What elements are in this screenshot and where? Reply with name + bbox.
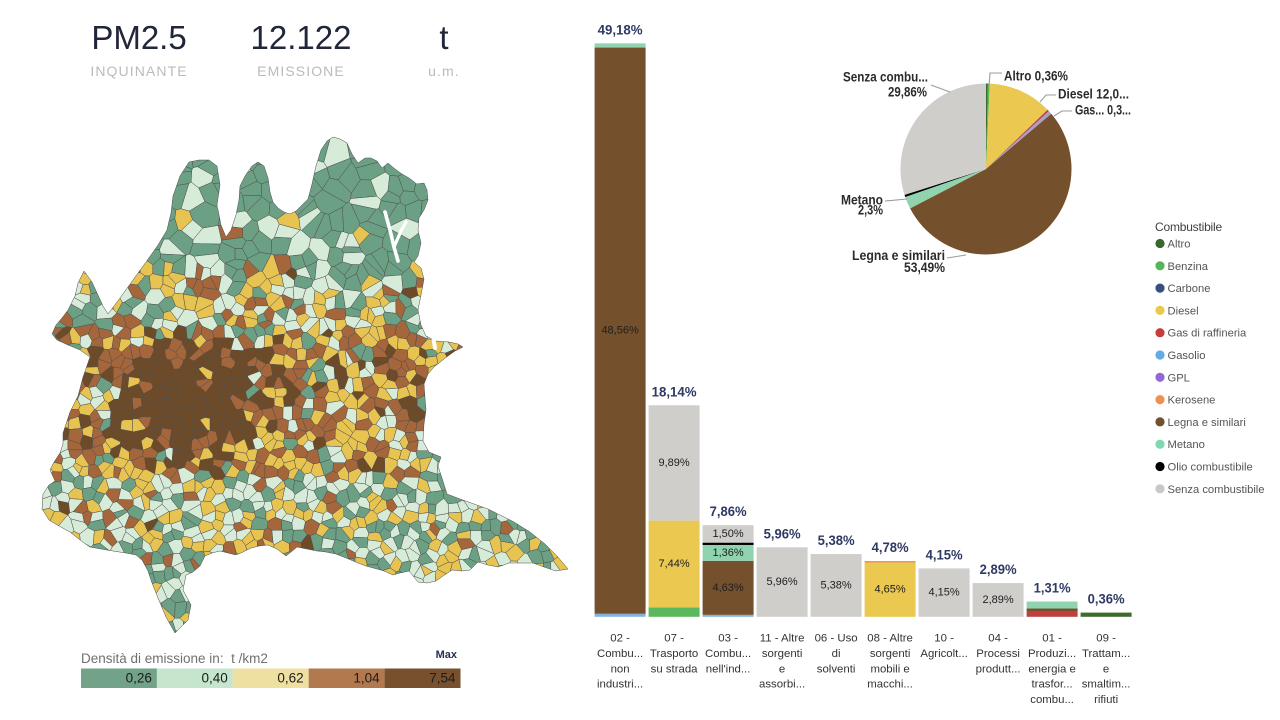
svg-text:t: t	[439, 19, 448, 56]
svg-text:u.m.: u.m.	[428, 63, 460, 79]
svg-text:Max: Max	[436, 649, 458, 661]
svg-text:7,54: 7,54	[429, 671, 456, 686]
svg-text:combu...: combu...	[1030, 694, 1074, 706]
svg-text:sorgenti: sorgenti	[870, 648, 911, 660]
svg-text:04 -: 04 -	[988, 633, 1008, 645]
svg-text:Combustibile: Combustibile	[1155, 220, 1222, 234]
svg-text:4,15%: 4,15%	[926, 546, 964, 562]
svg-text:Carbone: Carbone	[1168, 283, 1211, 295]
svg-text:53,49%: 53,49%	[904, 260, 945, 275]
svg-text:0,26: 0,26	[126, 671, 152, 686]
svg-text:1,31%: 1,31%	[1034, 580, 1072, 596]
svg-text:4,63%: 4,63%	[712, 582, 743, 594]
svg-text:Legna e similari: Legna e similari	[852, 248, 945, 263]
svg-text:industri...: industri...	[597, 679, 643, 691]
svg-text:EMISSIONE: EMISSIONE	[257, 63, 345, 79]
svg-text:Combu...: Combu...	[705, 648, 751, 660]
svg-text:29,86%: 29,86%	[888, 85, 927, 100]
svg-text:Senza combustibile: Senza combustibile	[1168, 484, 1265, 496]
svg-text:5,96%: 5,96%	[764, 525, 802, 541]
svg-text:4,65%: 4,65%	[874, 584, 905, 596]
svg-text:e: e	[1103, 663, 1109, 675]
svg-text:macchi...: macchi...	[867, 679, 913, 691]
svg-text:Olio combustibile: Olio combustibile	[1168, 462, 1253, 474]
svg-text:Produzi...: Produzi...	[1028, 648, 1076, 660]
svg-text:2,89%: 2,89%	[980, 561, 1018, 577]
svg-text:02 -: 02 -	[610, 633, 630, 645]
svg-text:sorgenti: sorgenti	[762, 648, 803, 660]
svg-text:5,38%: 5,38%	[818, 532, 856, 548]
svg-text:Gasolio: Gasolio	[1168, 350, 1206, 362]
svg-text:08 - Altre: 08 - Altre	[867, 633, 913, 645]
svg-text:PM2.5: PM2.5	[91, 19, 186, 56]
svg-text:Diesel 12,0...: Diesel 12,0...	[1058, 86, 1129, 101]
svg-text:Senza combu...: Senza combu...	[843, 69, 928, 84]
svg-text:07 -: 07 -	[664, 633, 684, 645]
svg-text:nell'ind...: nell'ind...	[706, 663, 751, 675]
svg-text:09 -: 09 -	[1096, 633, 1116, 645]
svg-text:2,3%: 2,3%	[858, 203, 883, 218]
svg-text:rifiuti: rifiuti	[1094, 694, 1118, 706]
svg-text:2,89%: 2,89%	[982, 594, 1013, 606]
svg-text:4,78%: 4,78%	[872, 539, 910, 555]
svg-text:0,40: 0,40	[202, 671, 228, 686]
svg-text:5,96%: 5,96%	[766, 576, 797, 588]
svg-text:49,18%: 49,18%	[598, 21, 644, 37]
svg-text:5,38%: 5,38%	[820, 579, 851, 591]
svg-text:7,86%: 7,86%	[710, 503, 748, 519]
svg-text:06 - Uso: 06 - Uso	[815, 633, 858, 645]
svg-text:11 - Altre: 11 - Altre	[760, 633, 805, 645]
svg-text:12.122: 12.122	[251, 19, 352, 56]
svg-text:e: e	[779, 663, 785, 675]
svg-text:10 -: 10 -	[934, 633, 954, 645]
svg-text:produtt...: produtt...	[976, 663, 1021, 675]
svg-text:solventi: solventi	[817, 663, 856, 675]
svg-text:INQUINANTE: INQUINANTE	[90, 63, 187, 79]
svg-text:su strada: su strada	[651, 663, 699, 675]
svg-text:non: non	[611, 663, 630, 675]
svg-text:Gas di raffineria: Gas di raffineria	[1168, 328, 1248, 340]
svg-text:01 -: 01 -	[1042, 633, 1062, 645]
svg-text:7,44%: 7,44%	[658, 558, 689, 570]
svg-text:assorbi...: assorbi...	[759, 679, 805, 691]
svg-text:energia e: energia e	[1028, 663, 1076, 675]
svg-text:0,36%: 0,36%	[1088, 591, 1126, 607]
svg-text:Altro 0,36%: Altro 0,36%	[1004, 69, 1068, 84]
svg-text:Trattam...: Trattam...	[1082, 648, 1130, 660]
svg-text:Densità di emissione in: t /k: Densità di emissione in: t /km2	[81, 651, 268, 666]
svg-text:smaltim...: smaltim...	[1082, 679, 1131, 691]
svg-text:Kerosene: Kerosene	[1168, 395, 1216, 407]
svg-text:GPL: GPL	[1168, 372, 1190, 384]
svg-text:9,89%: 9,89%	[658, 457, 689, 469]
svg-text:di: di	[832, 648, 841, 660]
svg-text:03 -: 03 -	[718, 633, 738, 645]
svg-text:48,56%: 48,56%	[601, 325, 639, 337]
svg-text:Metano: Metano	[841, 193, 883, 208]
svg-text:mobili e: mobili e	[870, 663, 909, 675]
svg-text:Benzina: Benzina	[1168, 261, 1209, 273]
svg-text:1,36%: 1,36%	[712, 547, 743, 559]
svg-text:4,15%: 4,15%	[928, 587, 959, 599]
svg-text:Altro: Altro	[1168, 239, 1191, 251]
svg-text:18,14%: 18,14%	[652, 383, 698, 399]
svg-text:Metano: Metano	[1168, 439, 1205, 451]
svg-text:Diesel: Diesel	[1168, 305, 1199, 317]
svg-text:Gas... 0,3...: Gas... 0,3...	[1075, 103, 1131, 118]
svg-text:Agricolt...: Agricolt...	[920, 648, 967, 660]
svg-text:0,62: 0,62	[277, 671, 303, 686]
svg-text:Legna e similari: Legna e similari	[1168, 417, 1246, 429]
svg-text:trasfor...: trasfor...	[1032, 679, 1073, 691]
svg-text:1,04: 1,04	[353, 671, 380, 686]
svg-text:1,50%: 1,50%	[712, 528, 743, 540]
svg-text:Trasporto: Trasporto	[650, 648, 698, 660]
svg-text:Combu...: Combu...	[597, 648, 643, 660]
svg-text:Processi: Processi	[976, 648, 1020, 660]
